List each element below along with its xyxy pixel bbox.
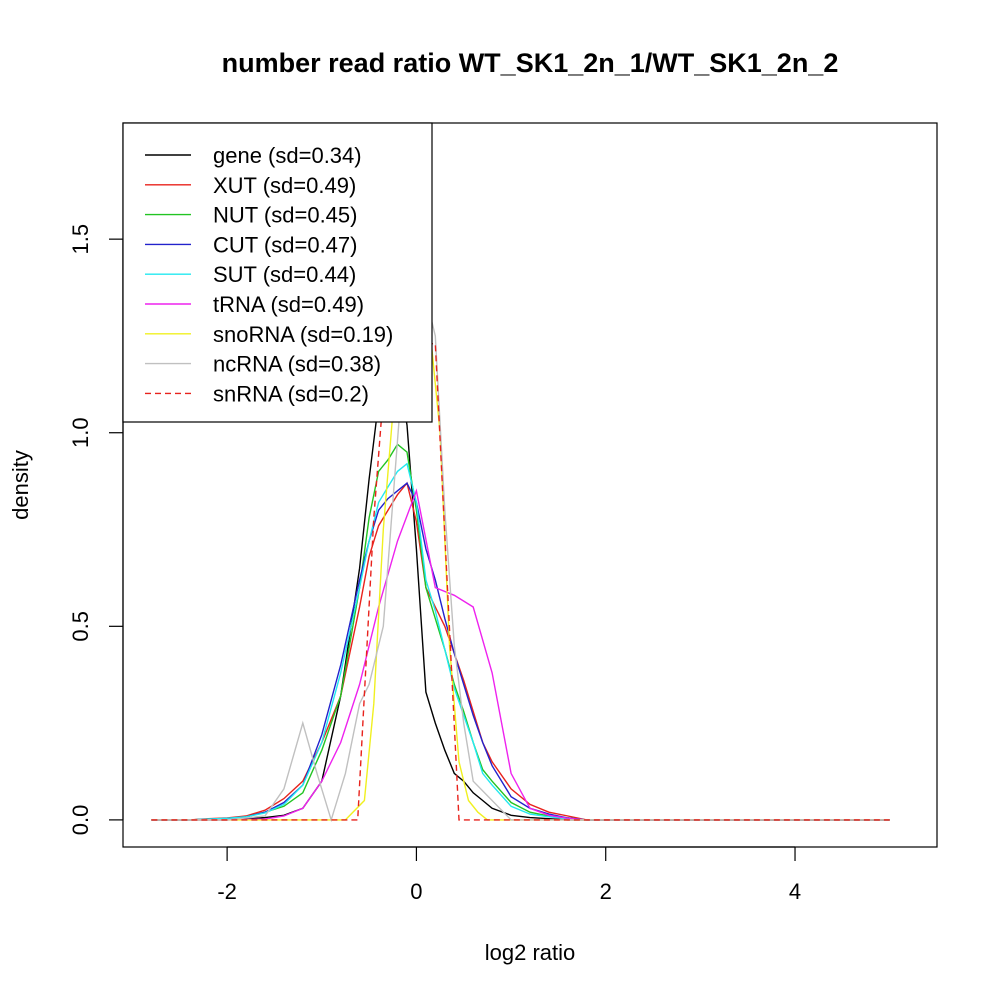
legend: gene (sd=0.34) XUT (sd=0.49) NUT (sd=0.45)…	[122, 122, 433, 423]
legend-label-1: gene (sd=0.34)	[213, 143, 362, 168]
legend-label-7: snoRNA (sd=0.19)	[213, 322, 393, 347]
series-line-6	[151, 488, 890, 821]
legend-label-6: tRNA (sd=0.49)	[213, 292, 364, 317]
legend-label-3: NUT (sd=0.45)	[213, 203, 357, 228]
x-tick-label: -2	[217, 879, 237, 904]
y-tick-label: 0.5	[68, 611, 93, 642]
y-tick-label: 0.0	[68, 805, 93, 836]
x-tick-label: 0	[410, 879, 422, 904]
x-axis-label: log2 ratio	[485, 940, 576, 965]
x-tick-label: 2	[600, 879, 612, 904]
y-axis-label: density	[8, 450, 33, 520]
y-tick-label: 1.0	[68, 417, 93, 448]
legend-label-5: SUT (sd=0.44)	[213, 262, 356, 287]
series-layer	[151, 284, 890, 823]
y-tick-label: 1.5	[68, 224, 93, 255]
series-line-5	[151, 462, 890, 821]
legend-label-9: snRNA (sd=0.2)	[213, 381, 369, 406]
series-line-8	[151, 284, 890, 823]
chart-title: number read ratio WT_SK1_2n_1/WT_SK1_2n_…	[222, 48, 839, 78]
x-tick-label: 4	[789, 879, 801, 904]
legend-label-2: XUT (sd=0.49)	[213, 173, 356, 198]
x-axis: -2 0 2 4	[217, 846, 801, 904]
legend-label-8: ncRNA (sd=0.38)	[213, 352, 381, 377]
legend-box	[122, 122, 433, 423]
legend-label-4: CUT (sd=0.47)	[213, 232, 357, 257]
